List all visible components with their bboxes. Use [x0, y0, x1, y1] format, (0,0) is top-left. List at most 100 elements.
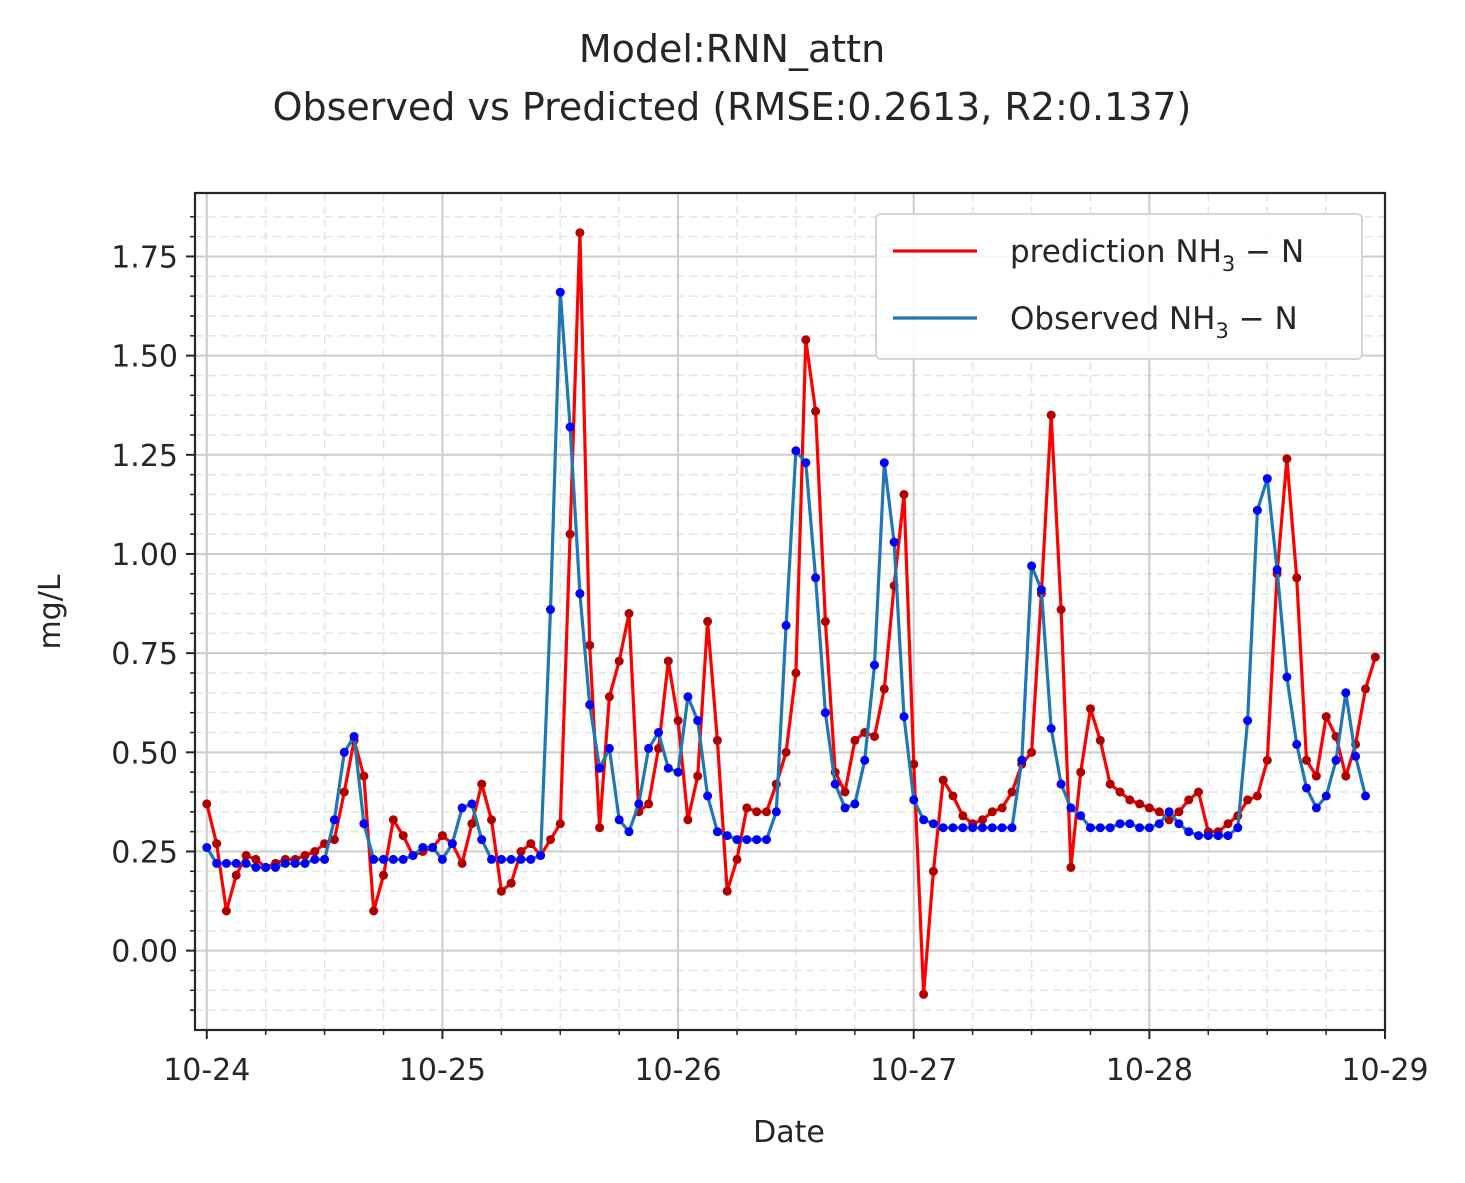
data-point	[820, 708, 830, 718]
data-point	[870, 660, 879, 670]
data-point	[1135, 823, 1145, 833]
data-point	[280, 858, 290, 868]
data-point	[457, 803, 467, 813]
data-point	[1282, 454, 1292, 464]
data-point	[477, 779, 487, 789]
data-point	[1076, 767, 1086, 777]
data-point	[212, 839, 222, 849]
data-point	[919, 989, 929, 999]
data-point	[1302, 783, 1311, 793]
data-point	[1223, 819, 1233, 829]
data-point	[536, 851, 546, 860]
data-point	[467, 799, 477, 809]
data-point	[477, 835, 487, 845]
data-point	[1164, 807, 1174, 817]
x-tick-label: 10-28	[1106, 1053, 1193, 1088]
data-point	[339, 747, 349, 757]
data-point	[1184, 827, 1194, 837]
data-point	[654, 728, 663, 737]
data-point	[1292, 739, 1302, 749]
data-point	[1174, 807, 1184, 817]
data-point	[1095, 735, 1105, 745]
data-point	[241, 851, 251, 860]
data-point	[1164, 815, 1174, 825]
data-point	[801, 335, 811, 345]
data-point	[762, 807, 771, 817]
y-tick-label: 1.00	[111, 538, 178, 573]
data-point	[1056, 779, 1066, 789]
data-point	[703, 791, 713, 801]
data-point	[261, 862, 271, 872]
data-point	[1036, 585, 1046, 595]
legend-label: Observed NH3 − N	[1010, 301, 1298, 343]
data-point	[467, 819, 477, 829]
data-point	[1223, 831, 1233, 841]
legend: prediction NH3 − N Observed NH3 − N	[875, 213, 1363, 360]
data-point	[575, 589, 585, 599]
data-point	[614, 656, 624, 666]
data-point	[978, 823, 987, 833]
data-point	[398, 854, 408, 864]
data-point	[320, 854, 330, 864]
data-point	[1144, 803, 1154, 813]
x-tick-label: 10-24	[163, 1053, 250, 1088]
data-point	[1351, 751, 1361, 761]
data-point	[1341, 771, 1351, 781]
data-point	[329, 815, 339, 825]
data-point	[1046, 410, 1056, 420]
data-point	[251, 862, 261, 872]
data-point	[359, 819, 369, 829]
x-axis-label: Date	[753, 1115, 825, 1150]
data-point	[506, 854, 516, 864]
data-point	[683, 692, 693, 702]
y-tick-label: 1.50	[111, 340, 178, 375]
data-point	[1194, 831, 1203, 841]
data-point	[752, 835, 762, 845]
data-point	[300, 858, 310, 868]
data-point	[928, 866, 938, 876]
data-point	[398, 831, 408, 841]
data-point	[1027, 561, 1037, 571]
data-point	[771, 807, 781, 817]
data-point	[290, 858, 300, 868]
data-point	[938, 775, 948, 785]
data-point	[1370, 652, 1380, 662]
data-point	[1184, 795, 1194, 805]
data-point	[624, 827, 634, 837]
data-point	[555, 287, 565, 297]
data-point	[1361, 684, 1370, 694]
data-point	[1243, 795, 1253, 805]
data-point	[1194, 787, 1203, 797]
data-point	[516, 854, 526, 864]
data-point	[1154, 807, 1164, 817]
data-point	[987, 807, 997, 817]
data-point	[624, 609, 634, 618]
data-point	[644, 799, 654, 809]
data-point	[840, 803, 850, 813]
data-point	[1066, 803, 1076, 813]
data-point	[231, 858, 241, 868]
data-point	[1292, 573, 1302, 583]
data-point	[1213, 831, 1223, 841]
data-point	[919, 815, 929, 825]
y-tick-label: 1.25	[111, 439, 178, 474]
data-point	[1076, 811, 1086, 821]
y-axis-label: mg/L	[33, 574, 68, 649]
data-point	[496, 886, 506, 896]
data-point	[359, 771, 369, 781]
data-point	[742, 835, 752, 845]
data-point	[1272, 565, 1282, 575]
data-point	[899, 712, 909, 722]
data-point	[418, 843, 428, 852]
data-point	[1135, 799, 1145, 809]
data-point	[683, 815, 693, 825]
data-point	[1086, 704, 1095, 714]
data-point	[1086, 823, 1095, 833]
data-point	[437, 854, 447, 864]
data-point	[879, 684, 889, 694]
data-point	[1311, 771, 1321, 781]
data-point	[1321, 712, 1331, 722]
data-point	[202, 799, 212, 809]
data-point	[1262, 474, 1272, 484]
x-tick-label: 10-25	[399, 1053, 486, 1088]
